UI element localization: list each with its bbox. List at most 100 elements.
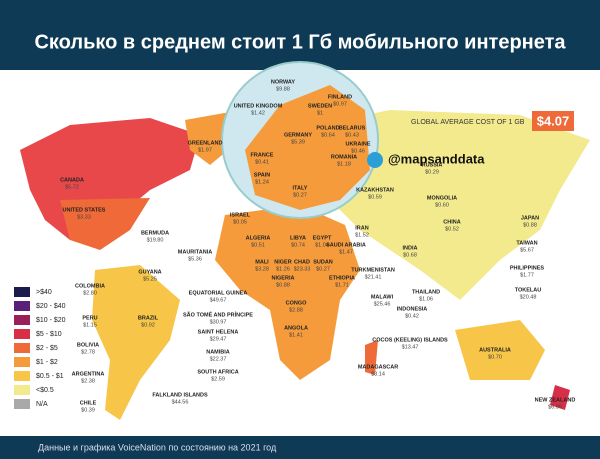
country-name: COLOMBIA	[75, 283, 105, 289]
legend-label: <$0.5	[36, 387, 54, 394]
country-name: POLAND	[316, 125, 339, 131]
south-america	[92, 265, 180, 420]
legend-swatch	[14, 287, 30, 297]
country-name: UKRAINE	[345, 141, 370, 147]
new-zealand	[550, 385, 570, 410]
legend-label: >$40	[36, 289, 52, 296]
country-price: $0.88	[523, 222, 537, 228]
country-price: $21.41	[365, 274, 382, 280]
country-name: NIGER	[274, 259, 291, 265]
country-name: GUYANA	[138, 269, 161, 275]
country-price: $0.60	[435, 202, 449, 208]
legend-swatch	[14, 357, 30, 367]
country-name: CHAD	[294, 259, 310, 265]
global-average-label: GLOBAL AVERAGE COST OF 1 GB	[411, 119, 525, 126]
country-price: $1.04	[315, 242, 329, 248]
legend-label: $0.5 - $1	[36, 373, 64, 380]
legend-label: $20 - $40	[36, 303, 66, 310]
country-price: $49.67	[210, 297, 227, 303]
madagascar	[365, 340, 378, 375]
country-name: EQUATORIAL GUINEA	[189, 290, 248, 296]
country-price: $30.97	[210, 319, 227, 325]
country-price: $0.97	[333, 101, 347, 107]
country-name: COCOS (KEELING) ISLANDS	[372, 337, 448, 343]
country-name: MADAGASCAR	[358, 364, 398, 370]
country-name: NEW ZEALAND	[535, 397, 576, 403]
country-price: $22.37	[210, 356, 227, 362]
country-name: RUSSIA	[422, 162, 443, 168]
telegram-icon	[367, 152, 383, 168]
country-price: $2.59	[211, 376, 225, 382]
legend-label: $5 - $10	[36, 331, 62, 338]
country-price: $0.92	[141, 322, 155, 328]
legend-swatch	[14, 343, 30, 353]
country-price: $20.48	[520, 294, 537, 300]
country-name: GREENLAND	[188, 140, 223, 146]
legend-swatch	[14, 301, 30, 311]
country-name: BERMUDA	[141, 230, 169, 236]
country-price: $1.06	[419, 296, 433, 302]
country-price: $5.36	[188, 256, 202, 262]
country-price: $2.80	[83, 290, 97, 296]
country-price: $1.77	[520, 272, 534, 278]
country-price: $1.26	[276, 266, 290, 272]
country-price: $5.25	[143, 276, 157, 282]
country-name: INDONESIA	[397, 306, 428, 312]
country-price: $0.29	[425, 169, 439, 175]
country-name: KAZAKHSTAN	[356, 187, 394, 193]
country-name: GERMANY	[284, 132, 312, 138]
country-price: $9.88	[276, 86, 290, 92]
country-price: $0.43	[345, 132, 359, 138]
country-name: SAUDI ARABIA	[326, 242, 366, 248]
country-name: THAILAND	[412, 289, 440, 295]
country-price: $6.99	[548, 404, 562, 410]
country-name: CANADA	[60, 177, 84, 183]
country-name: ETHIOPIA	[329, 275, 355, 281]
country-name: CHINA	[443, 219, 460, 225]
country-name: NIGERIA	[272, 275, 295, 281]
country-price: $0.52	[445, 226, 459, 232]
legend-label: N/A	[36, 401, 48, 408]
africa	[215, 205, 360, 380]
country-price: $23.33	[294, 266, 311, 272]
country-price: $5.67	[520, 247, 534, 253]
country-price: $44.56	[172, 399, 189, 405]
country-name: MAURITANIA	[178, 249, 212, 255]
country-price: $1.18	[337, 161, 351, 167]
country-price: $1.52	[355, 232, 369, 238]
country-price: $19.80	[147, 237, 164, 243]
country-name: BRAZIL	[138, 315, 159, 321]
legend-swatch	[14, 315, 30, 325]
country-price: $1.42	[251, 110, 265, 116]
country-price: $1.71	[335, 282, 349, 288]
global-average-value: $4.07	[537, 113, 570, 128]
country-price: $0.68	[403, 252, 417, 258]
country-name: FINLAND	[328, 94, 352, 100]
country-name: SPAIN	[254, 172, 270, 178]
country-price: $0.39	[81, 407, 95, 413]
country-name: MONGOLIA	[427, 195, 457, 201]
country-name: CHILE	[80, 400, 97, 406]
map	[20, 61, 590, 420]
country-price: $0.59	[368, 194, 382, 200]
country-name: LIBYA	[290, 235, 306, 241]
country-name: ISRAEL	[230, 212, 251, 218]
country-name: MALAWI	[371, 294, 394, 300]
source: Данные и графика VoiceNation по состояни…	[38, 442, 277, 452]
country-price: $0.51	[251, 242, 265, 248]
country-price: $0.64	[321, 132, 335, 138]
country-price: $0.27	[316, 266, 330, 272]
country-price: $2.78	[81, 349, 95, 355]
legend-label: $10 - $20	[36, 317, 66, 324]
country-price: $25.46	[374, 301, 391, 307]
legend-swatch	[14, 399, 30, 409]
country-name: TURKMENISTAN	[351, 267, 395, 273]
country-price: $5.72	[65, 184, 79, 190]
social-handle: @mapsanddata	[388, 151, 485, 166]
country-price: $1	[317, 110, 323, 116]
country-name: ALGERIA	[246, 235, 271, 241]
country-price: $3.28	[255, 266, 269, 272]
country-price: $0.74	[291, 242, 305, 248]
country-price: $0.27	[293, 192, 307, 198]
